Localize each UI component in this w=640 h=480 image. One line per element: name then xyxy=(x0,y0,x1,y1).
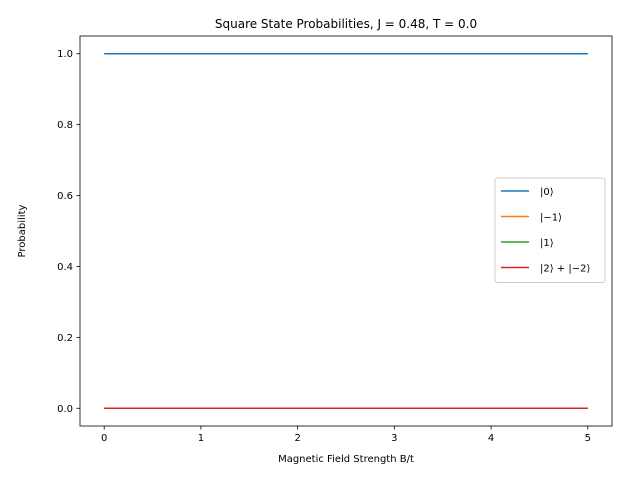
legend-label-1: |−1⟩ xyxy=(540,213,562,224)
x-tick-label: 0 xyxy=(101,433,107,444)
y-tick-label: 0.6 xyxy=(57,191,73,202)
axes-frame xyxy=(79,35,613,427)
y-tick-label: 0.8 xyxy=(57,120,73,131)
legend: |0⟩ |−1⟩ |1⟩ |2⟩ + |−2⟩ xyxy=(494,177,606,283)
x-tick-label: 3 xyxy=(391,433,397,444)
y-tick-label: 0.0 xyxy=(57,404,73,415)
y-tick-label: 0.2 xyxy=(57,333,73,344)
y-axis-title: Probability xyxy=(17,204,28,257)
legend-label-3: |2⟩ + |−2⟩ xyxy=(540,264,590,275)
y-tick-label: 1.0 xyxy=(57,49,73,60)
x-tick-label: 2 xyxy=(294,433,300,444)
x-tick-label: 5 xyxy=(585,433,591,444)
legend-box xyxy=(494,177,606,283)
x-tick-label: 1 xyxy=(198,433,204,444)
legend-label-0: |0⟩ xyxy=(540,187,554,198)
legend-label-2: |1⟩ xyxy=(540,238,554,249)
x-axis: 0 1 2 3 4 5 xyxy=(101,426,591,444)
chart-title: Square State Probabilities, J = 0.48, T … xyxy=(215,17,477,31)
x-axis-title: Magnetic Field Strength B/t xyxy=(278,454,414,465)
x-tick-label: 4 xyxy=(488,433,494,444)
plot-area xyxy=(79,35,613,427)
y-tick-label: 0.4 xyxy=(57,262,73,273)
y-axis: 0.0 0.2 0.4 0.6 0.8 1.0 xyxy=(57,49,80,415)
